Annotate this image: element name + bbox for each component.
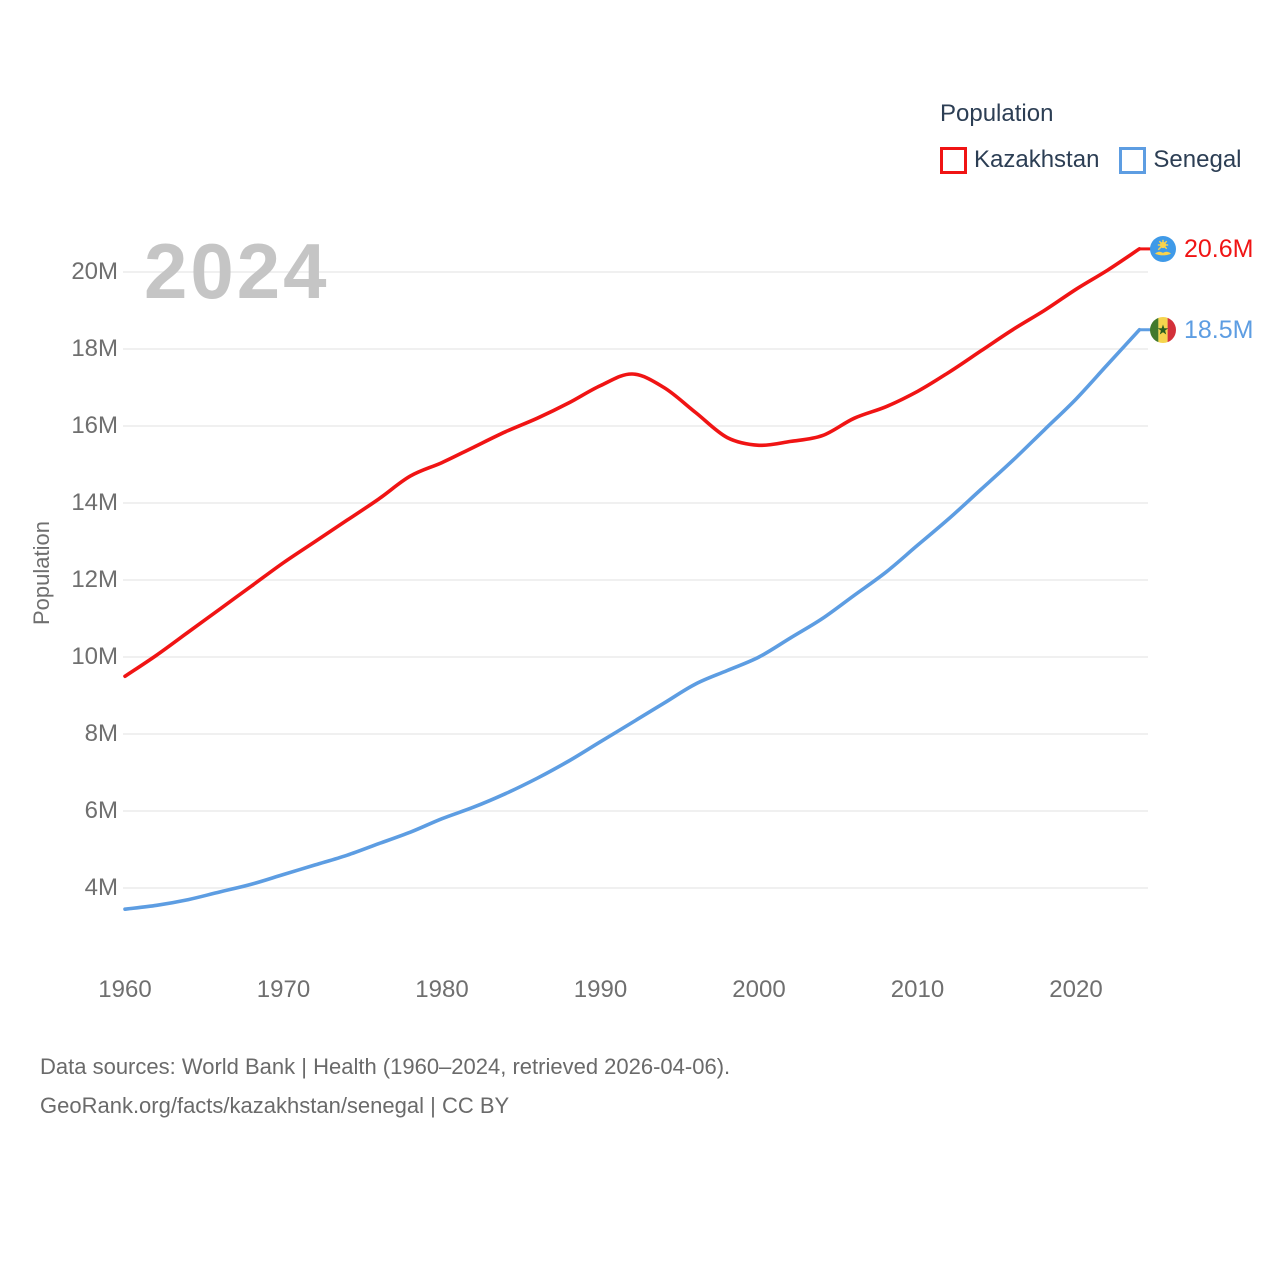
x-tick-label: 1970: [256, 976, 311, 1003]
senegal-series-line[interactable]: [123, 328, 1142, 911]
senegal-flag-icon: [1150, 316, 1176, 343]
y-tick-label: 20M: [71, 258, 118, 285]
kazakhstan-flag-icon: [1150, 235, 1176, 262]
legend-title: Population: [940, 100, 1054, 127]
senegal-end-value-label: 18.5M: [1184, 315, 1254, 344]
y-tick-label: 16M: [71, 412, 118, 439]
footer-line-sources: Data sources: World Bank | Health (1960–…: [40, 1054, 731, 1079]
legend-item-label: Senegal: [1153, 146, 1242, 173]
legend: Population Kazakhstan Senegal: [940, 100, 1260, 174]
x-tick-label: 2010: [890, 976, 945, 1003]
y-tick-label: 10M: [71, 643, 118, 670]
y-tick-label: 14M: [71, 489, 118, 516]
y-tick-label: 4M: [84, 874, 118, 901]
kazakhstan-end-value-label: 20.6M: [1184, 234, 1254, 263]
legend-items: Kazakhstan Senegal: [940, 146, 1260, 174]
kazakhstan-series-line[interactable]: [123, 247, 1142, 679]
y-tick-label: 6M: [84, 797, 118, 824]
legend-item-senegal[interactable]: Senegal: [1119, 146, 1242, 174]
legend-item-kazakhstan[interactable]: Kazakhstan: [940, 146, 1099, 174]
senegal-series-swatch-icon: [1119, 146, 1147, 174]
legend-item-label: Kazakhstan: [974, 146, 1100, 173]
y-tick-label: 18M: [71, 335, 118, 362]
x-tick-label: 1960: [98, 976, 152, 1003]
year-watermark: 2024: [144, 227, 330, 315]
x-tick-label: 1990: [573, 976, 628, 1003]
x-tick-label: 2000: [732, 976, 786, 1003]
y-tick-label: 12M: [71, 566, 118, 593]
x-tick-label: 2020: [1049, 976, 1103, 1003]
kazakhstan-series-swatch-icon: [940, 146, 967, 174]
y-tick-label: 8M: [84, 720, 118, 747]
data-sources-footer: Data sources: World Bank | Health (1960–…: [40, 1047, 730, 1125]
footer-line-attribution: GeoRank.org/facts/kazakhstan/senegal | C…: [40, 1093, 510, 1118]
x-tick-label: 1980: [415, 976, 469, 1003]
